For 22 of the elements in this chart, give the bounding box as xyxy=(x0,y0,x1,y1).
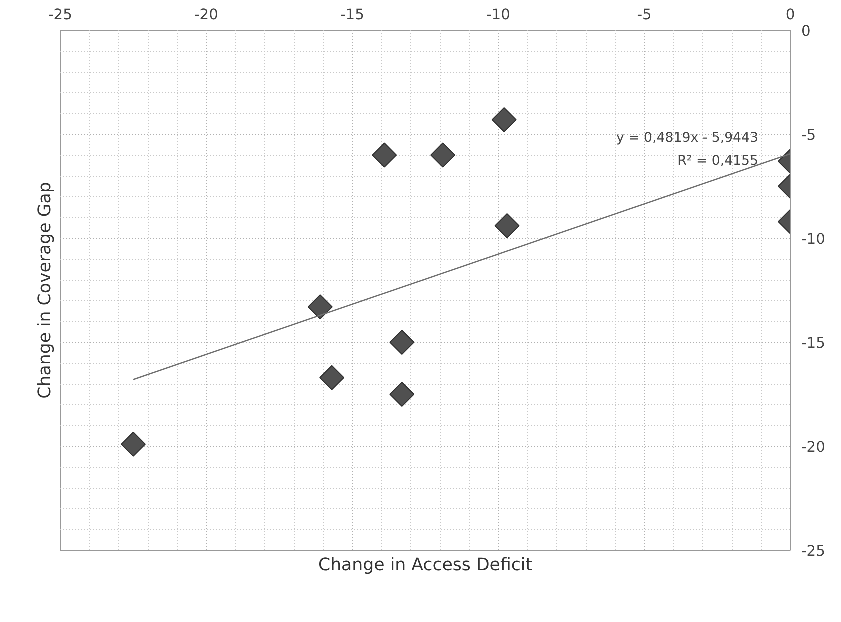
x-tick-label: -10 xyxy=(486,6,510,24)
point xyxy=(320,365,345,390)
x-tick-label: -20 xyxy=(194,6,218,24)
x-tick-label: -15 xyxy=(340,6,364,24)
point xyxy=(308,294,333,320)
point xyxy=(390,382,415,408)
x-tick-label: 0 xyxy=(786,6,796,24)
y-tick-label: -5 xyxy=(802,127,816,144)
point xyxy=(390,330,415,356)
y-tick-label: -20 xyxy=(802,439,826,456)
x-tick-label: -25 xyxy=(48,6,72,24)
point xyxy=(372,142,398,168)
x-tick-label: -5 xyxy=(637,6,652,24)
y-tick-label: -10 xyxy=(802,231,826,248)
y-tick-label: -15 xyxy=(802,335,826,352)
point xyxy=(430,142,456,168)
annotation: R² = 0,4155 xyxy=(678,154,759,170)
y-axis-title: Change in Coverage Gap xyxy=(36,182,56,399)
x-axis-title: Change in Access Deficit xyxy=(318,556,533,576)
annotation: y = 0,4819x - 5,9443 xyxy=(616,131,759,146)
y-tick-label: 0 xyxy=(802,23,811,40)
y-tick-label: -25 xyxy=(802,543,826,560)
